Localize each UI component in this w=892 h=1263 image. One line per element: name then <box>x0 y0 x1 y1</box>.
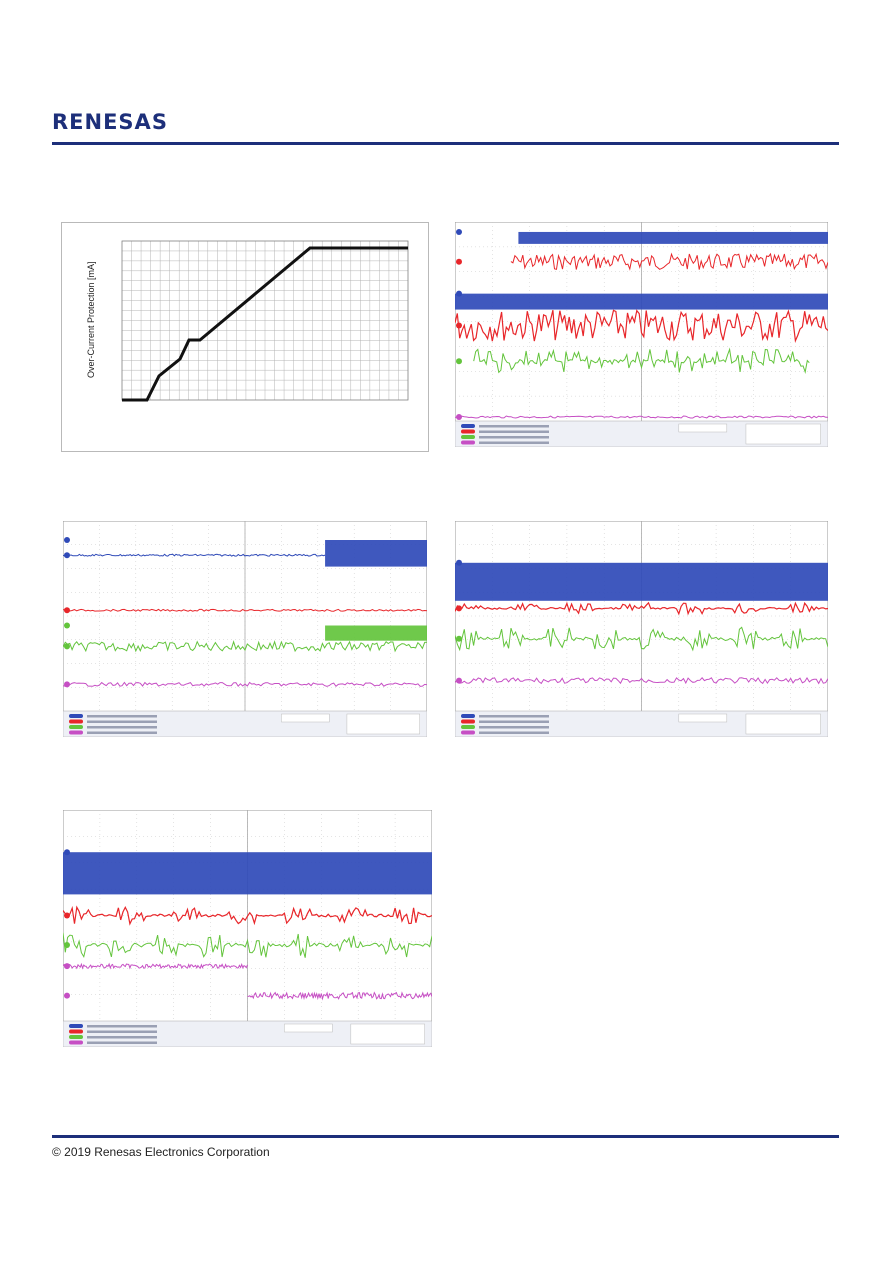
header-rule <box>52 142 839 145</box>
ocp-curve <box>122 246 408 402</box>
scope-capture-3 <box>455 521 828 737</box>
scope-capture-2 <box>63 521 427 737</box>
footer-rule <box>52 1135 839 1138</box>
scope-capture-4 <box>63 810 432 1047</box>
renesas-logo: RENESAS <box>52 110 168 134</box>
copyright-text: © 2019 Renesas Electronics Corporation <box>52 1145 270 1159</box>
scope-capture-1 <box>455 222 828 447</box>
ocp-grid <box>121 240 409 401</box>
ocp-graph <box>121 240 409 402</box>
ocp-graph-panel: Over-Current Protection [mA] <box>61 222 429 452</box>
ocp-graph-ylabel: Over-Current Protection [mA] <box>86 261 96 378</box>
